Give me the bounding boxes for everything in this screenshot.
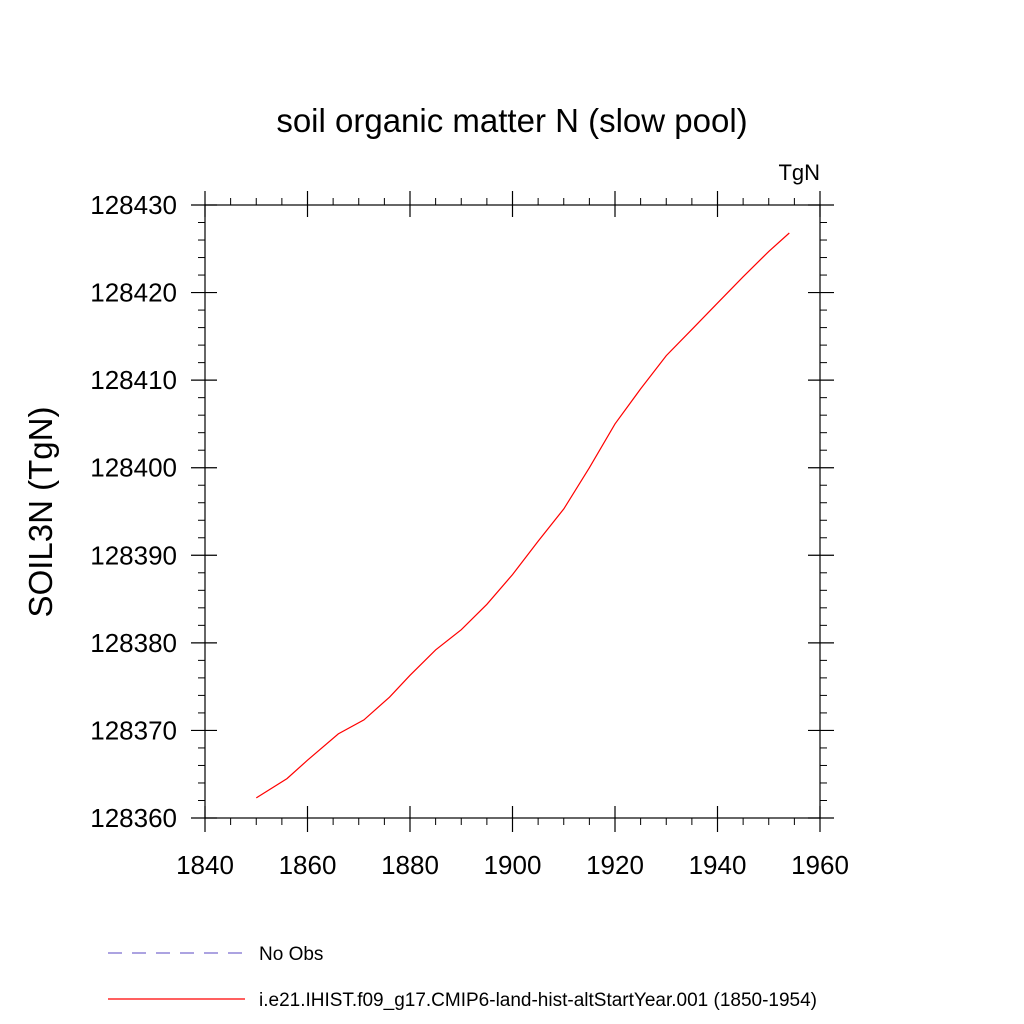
x-tick-label: 1900	[484, 850, 542, 880]
x-tick-label: 1920	[586, 850, 644, 880]
y-tick-label: 128400	[90, 453, 177, 483]
chart-title: soil organic matter N (slow pool)	[276, 102, 747, 139]
y-tick-label: 128410	[90, 365, 177, 395]
series-line-1	[255, 232, 790, 799]
y-tick-label: 128430	[90, 190, 177, 220]
y-axis-title: SOIL3N (TgN)	[22, 407, 59, 618]
y-tick-label: 128390	[90, 540, 177, 570]
x-tick-label: 1940	[689, 850, 747, 880]
x-tick-label: 1960	[791, 850, 849, 880]
legend-label-0: No Obs	[259, 944, 323, 965]
y-tick-label: 128370	[90, 715, 177, 745]
plot-area: 1840 1860 1880 1900 1920 1940 1960 128360 128370…	[90, 190, 849, 880]
y-tick-label: 128380	[90, 628, 177, 658]
units-label: TgN	[778, 160, 820, 185]
plot-frame	[204, 204, 821, 819]
legend: No Obs i.e21.IHIST.f09_g17.CMIP6-land-his…	[108, 944, 817, 1011]
y-tick-label: 128420	[90, 278, 177, 308]
legend-label-1: i.e21.IHIST.f09_g17.CMIP6-land-hist-altS…	[259, 990, 817, 1011]
x-tick-label: 1840	[176, 850, 234, 880]
x-tick-label: 1860	[279, 850, 337, 880]
y-tick-label: 128360	[90, 803, 177, 833]
x-tick-label: 1880	[381, 850, 439, 880]
